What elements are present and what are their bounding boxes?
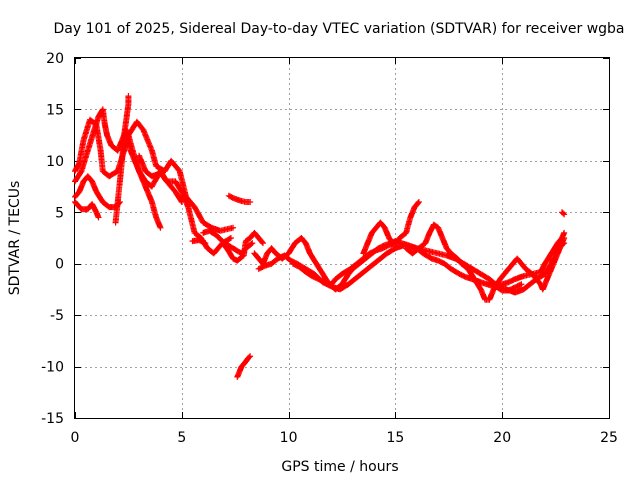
series-markers — [189, 237, 209, 247]
series-track-c — [72, 173, 123, 211]
series-markers — [289, 199, 422, 288]
x-tick-label: 25 — [600, 430, 618, 446]
series-markers — [360, 219, 397, 257]
x-tick-label: 5 — [177, 430, 186, 446]
series-track-p — [360, 219, 397, 257]
series-markers — [225, 192, 254, 205]
y-axis-label: SDTVAR / TECUs — [7, 181, 23, 296]
x-tick-label: 20 — [493, 430, 511, 446]
series-track-j — [221, 229, 266, 264]
axis-ticks — [75, 58, 610, 419]
data-points — [72, 93, 568, 380]
series-track-q — [403, 221, 568, 303]
y-tick-label: -5 — [50, 308, 64, 324]
y-tick-label: 5 — [55, 205, 64, 221]
series-track-f — [121, 132, 164, 231]
series-markers — [72, 173, 123, 211]
series-markers — [72, 199, 102, 221]
series-track-r — [486, 279, 525, 294]
x-axis-label: GPS time / hours — [281, 459, 398, 475]
series-markers — [559, 209, 568, 218]
x-tick-label: 0 — [71, 430, 80, 446]
x-tick-label: 10 — [280, 430, 298, 446]
series-track-b — [72, 106, 234, 257]
y-tick-label: -15 — [41, 411, 64, 427]
series-markers — [221, 229, 266, 264]
series-track-h — [189, 237, 209, 247]
grid-lines — [75, 58, 609, 418]
series-track-k — [225, 192, 254, 205]
series-markers — [136, 152, 185, 205]
series-track-s — [559, 209, 568, 218]
series-track-d — [72, 199, 102, 221]
y-tick-label: -10 — [41, 360, 64, 376]
series-track-o — [289, 199, 422, 288]
y-tick-label: 0 — [55, 257, 64, 273]
plot-frame — [74, 57, 610, 419]
series-track-l — [234, 353, 254, 380]
y-tick-label: 10 — [46, 154, 64, 170]
y-tick-labels: -15 -10 -5 0 5 10 15 20 — [41, 51, 64, 427]
y-tick-label: 15 — [46, 102, 64, 118]
chart-title: Day 101 of 2025, Sidereal Day-to-day VTE… — [53, 21, 624, 37]
x-tick-label: 15 — [386, 430, 404, 446]
series-markers — [121, 132, 164, 231]
y-tick-label: 20 — [46, 51, 64, 67]
series-markers — [403, 221, 568, 303]
series-markers — [486, 279, 525, 294]
series-markers — [72, 106, 234, 257]
series-markers — [234, 353, 254, 380]
x-tick-labels: 0 5 10 15 20 25 — [71, 430, 618, 446]
series-track-g — [136, 152, 185, 205]
